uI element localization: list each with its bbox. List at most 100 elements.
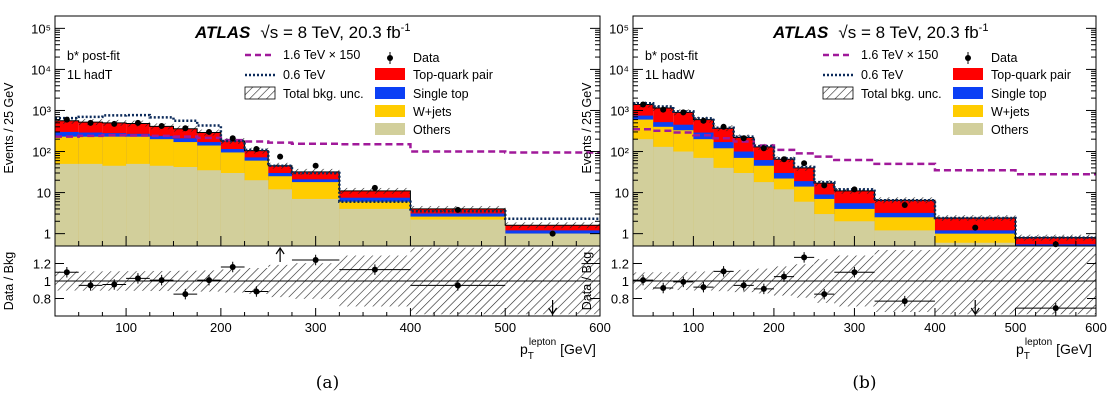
y-tick-label: 1 <box>622 227 629 242</box>
ratio-panel: 0.8 1 1.2 <box>611 245 1097 317</box>
others-bar <box>633 139 654 246</box>
legend-others-label: Others <box>413 123 451 137</box>
stacked-histogram <box>55 120 600 246</box>
x-tick-label: 100 <box>683 320 705 335</box>
data-point <box>760 145 767 152</box>
legend-single_top-swatch <box>953 87 983 99</box>
x-tick-label: 500 <box>1005 320 1027 335</box>
x-axis-label-sup: lepton <box>529 337 556 348</box>
region-label-line1: b* post-fit <box>67 49 120 63</box>
panel-caption: (b) <box>852 373 876 393</box>
legend-others-swatch <box>375 123 405 135</box>
ratio-axis-label: Data / Bkg <box>580 252 594 310</box>
ratio-point <box>640 277 647 284</box>
data-point <box>740 135 747 142</box>
data-point <box>640 101 647 108</box>
legend-unc-label: Total bkg. unc. <box>283 87 364 101</box>
x-tick-label: 300 <box>305 320 327 335</box>
legend-signal-low-label: 0.6 TeV <box>283 68 326 82</box>
ratio-point <box>680 278 687 285</box>
others-bar <box>268 189 292 246</box>
ratio-y-tick-label: 1.2 <box>611 257 629 272</box>
y-tick-label: 10⁴ <box>31 62 51 77</box>
x-axis-label: pTlepton [GeV] <box>1016 337 1092 362</box>
ratio-arrow-head <box>275 246 285 255</box>
data-point <box>801 160 808 167</box>
energy-lumi: √s = 8 TeV, 20.3 fb <box>838 23 978 42</box>
others-bar <box>713 167 734 246</box>
signal-0p6tev-line <box>633 101 1096 239</box>
ratio-point <box>253 288 260 295</box>
ratio-arrow-head <box>970 307 980 316</box>
legend-ttbar-label: Top-quark pair <box>991 68 1071 82</box>
legend-single_top-swatch <box>375 87 405 99</box>
data-point <box>229 135 236 142</box>
y-tick-label: 10 <box>615 186 629 201</box>
x-axis-label-unit: [GeV] <box>560 341 596 357</box>
data-point <box>158 122 165 129</box>
others-bar <box>220 172 245 246</box>
others-bar <box>794 201 815 246</box>
data-point <box>253 146 260 153</box>
ratio-point <box>780 273 787 280</box>
ratio-y-tick-label: 0.8 <box>33 292 51 307</box>
data-point <box>111 120 118 127</box>
legend-signal-low-label: 0.6 TeV <box>861 68 904 82</box>
ratio-point <box>700 284 707 291</box>
y-tick-label: 10 <box>37 186 51 201</box>
ratio-point <box>371 266 378 273</box>
legend-wjets-label: W+jets <box>991 105 1030 119</box>
x-tick-label: 300 <box>844 320 866 335</box>
x-tick-label: 500 <box>494 320 516 335</box>
others-bar <box>78 163 103 246</box>
others-bar <box>673 151 694 246</box>
legend-single_top-label: Single top <box>413 87 469 101</box>
others-bar <box>653 146 674 246</box>
x-tick-label: 200 <box>210 320 232 335</box>
x-tick-label: 400 <box>924 320 946 335</box>
legend-ttbar-swatch <box>375 68 405 80</box>
ratio-point <box>720 268 727 275</box>
energy-lumi: √s = 8 TeV, 20.3 fb <box>260 23 400 42</box>
x-tick-label: 200 <box>763 320 785 335</box>
x-axis-label-unit: [GeV] <box>1056 341 1092 357</box>
legend-ttbar-label: Top-quark pair <box>413 68 493 82</box>
chart-panel-a: 1 10 10² 10³ 10⁴ 10⁵ 100 200 300 400 500 600 0.8 1 1.2… <box>2 15 611 393</box>
lumi-exponent: -1 <box>401 22 411 34</box>
ratio-axis-label: Data / Bkg <box>2 252 16 310</box>
data-point <box>680 109 687 116</box>
y-tick-label: 10² <box>32 145 51 160</box>
others-bar <box>773 189 795 246</box>
ratio-y-tick-label: 1 <box>622 274 629 289</box>
ratio-point <box>740 282 747 289</box>
others-bar <box>149 165 174 246</box>
ratio-arrow-head <box>548 307 558 316</box>
legend-wjets-label: W+jets <box>413 105 452 119</box>
ratio-point <box>760 285 767 292</box>
signal-0p6tev-line <box>55 113 600 221</box>
others-bar <box>173 166 198 246</box>
others-bar <box>814 214 835 246</box>
x-axis-label-sub: T <box>1024 351 1030 362</box>
ratio-point <box>134 275 141 282</box>
y-tick-label: 10⁴ <box>609 62 629 77</box>
stacked-histogram <box>633 104 1096 247</box>
data-point <box>549 230 556 237</box>
others-bar <box>126 163 150 246</box>
legend-data-marker <box>387 55 393 61</box>
atlas-name: ATLAS <box>772 23 829 42</box>
legend-wjets-swatch <box>375 105 405 117</box>
legend-unc-swatch <box>822 86 854 100</box>
x-axis-label-sup: lepton <box>1025 337 1052 348</box>
ratio-point <box>87 282 94 289</box>
data-point <box>63 116 70 123</box>
y-tick-label: 10² <box>610 145 629 160</box>
legend-wjets-swatch <box>953 105 983 117</box>
others-bar <box>733 172 754 246</box>
ratio-y-tick-label: 1.2 <box>33 257 51 272</box>
data-point <box>851 186 858 193</box>
legend-unc-label: Total bkg. unc. <box>861 87 942 101</box>
others-bar <box>102 165 127 246</box>
ratio-point <box>660 285 667 291</box>
